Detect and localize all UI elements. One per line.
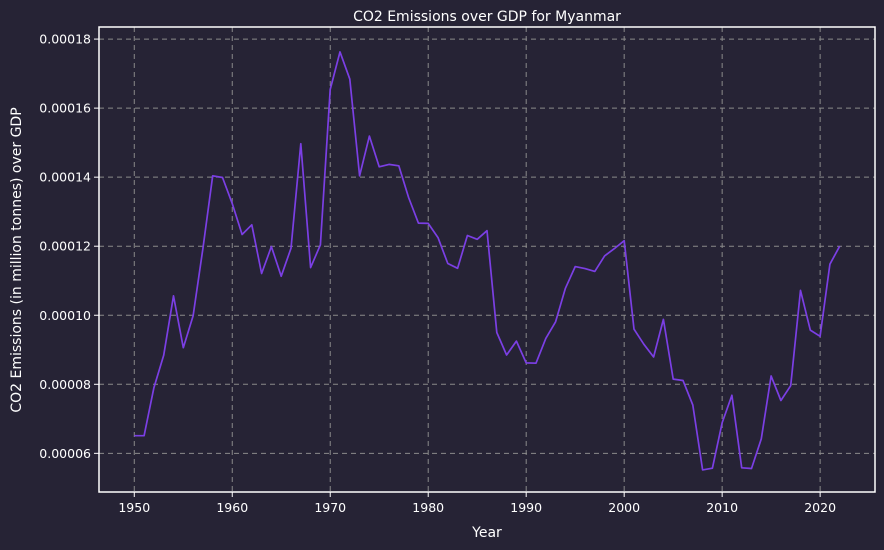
x-tick-label: 1980 [412,500,444,515]
y-tick-label: 0.00018 [39,32,91,47]
x-tick-label: 1970 [314,500,346,515]
x-tick-label: 2000 [608,500,640,515]
y-axis-ticks: 0.00006 0.00008 0.00010 0.00012 0.00014 0.000… [39,32,99,461]
x-tick-label: 1990 [510,500,542,515]
y-tick-label: 0.00010 [39,308,91,323]
y-tick-label: 0.00006 [39,446,91,461]
series-line [134,51,841,471]
x-tick-label: 1960 [216,500,248,515]
plot-frame [98,26,876,493]
x-tick-label: 1950 [118,500,150,515]
x-tick-label: 2020 [804,500,836,515]
grid [99,27,875,492]
y-axis-label: CO2 Emissions (in million tonnes) over G… [9,107,25,412]
x-axis-ticks: 1950 1960 1970 1980 1990 2000 2010 2020 [118,492,836,515]
chart-title: CO2 Emissions over GDP for Myanmar [353,9,621,25]
x-tick-label: 2010 [706,500,738,515]
x-axis-label: Year [471,525,502,541]
y-tick-label: 0.00014 [39,170,91,185]
series-layer [134,51,841,471]
y-tick-label: 0.00008 [39,377,91,392]
y-tick-label: 0.00012 [39,239,91,254]
y-tick-label: 0.00016 [39,101,91,116]
